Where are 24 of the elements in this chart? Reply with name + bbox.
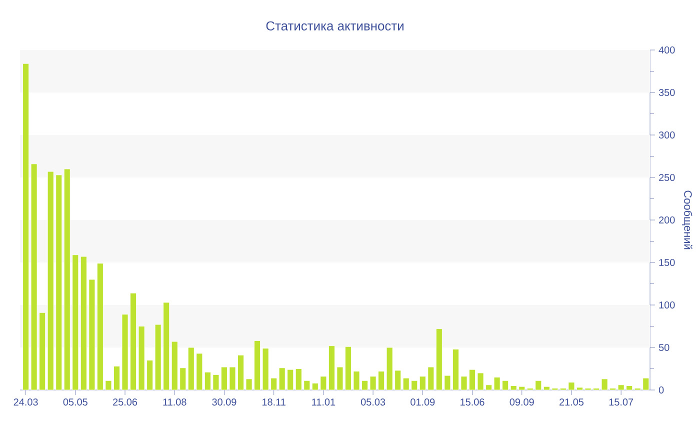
x-tick-label: 11.01	[312, 398, 336, 406]
x-tick-label: 18.11	[262, 398, 286, 406]
x-tick-label: 11.08	[163, 398, 186, 406]
x-tick-label: 05.05	[63, 398, 88, 406]
y-tick-label: 50	[658, 344, 670, 352]
chart-title: Статистика активности	[266, 21, 404, 30]
y-tick-label: 0	[658, 386, 664, 394]
y-tick-label: 200	[659, 216, 675, 224]
x-tick-label: 09.09	[510, 398, 534, 406]
x-tick-label: 30.09	[212, 398, 236, 406]
y-tick-label: 350	[658, 88, 675, 96]
x-tick-label: 25.06	[113, 398, 138, 406]
x-tick-label: 24.03	[14, 398, 38, 406]
x-tick-label: 05.03	[360, 398, 386, 406]
x-tick-label: 01.09	[410, 398, 435, 406]
y-axis-title: Сообщений	[682, 190, 692, 250]
x-tick-label: 15.06	[460, 398, 484, 406]
y-tick-label: 400	[658, 46, 675, 54]
y-tick-label: 300	[658, 131, 675, 139]
y-tick-label: 100	[659, 301, 675, 309]
y-tick-label: 150	[659, 258, 675, 266]
y-tick-label: 250	[659, 174, 675, 182]
x-tick-label: 15.07	[609, 398, 634, 406]
x-tick-label: 21.05	[560, 398, 584, 406]
